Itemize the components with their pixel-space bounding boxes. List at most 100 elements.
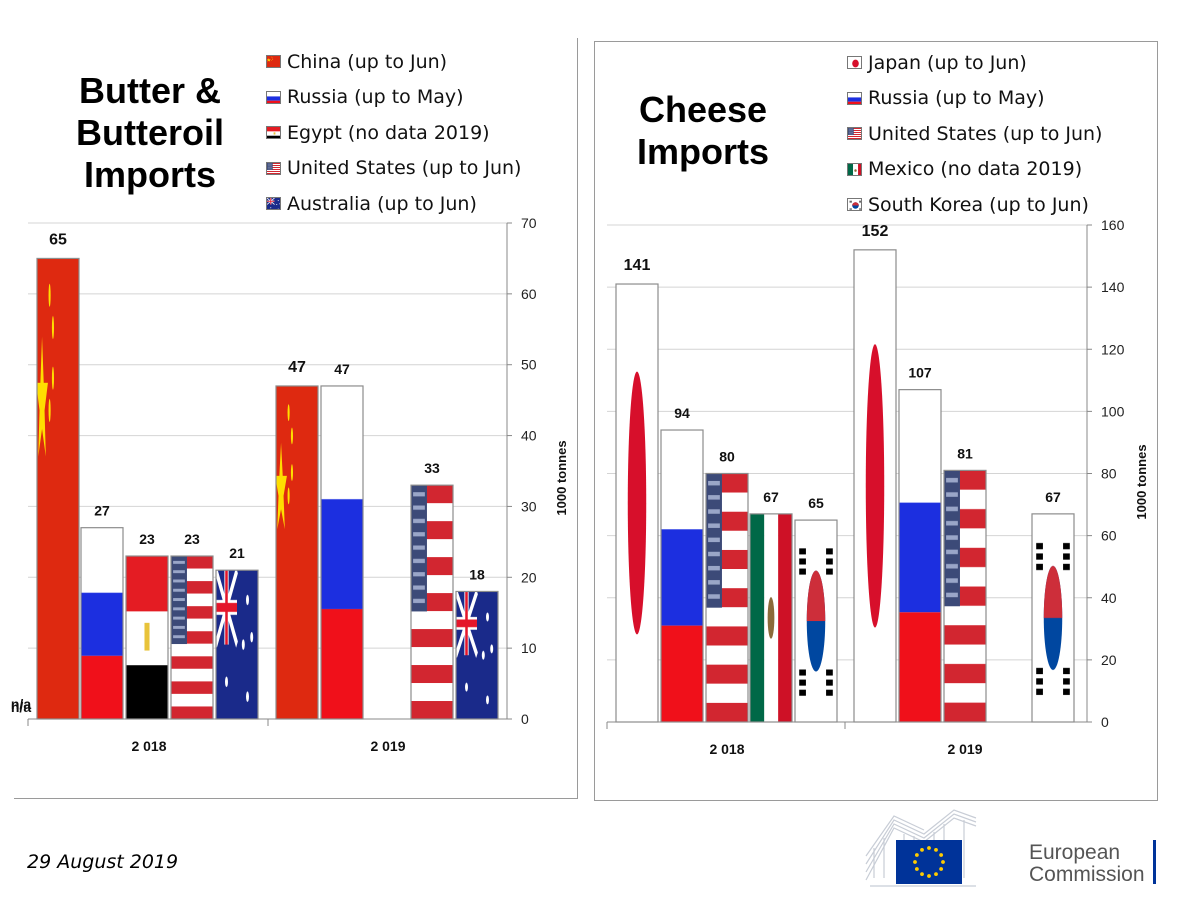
legend-item-usa: United States (up to Jun)	[266, 151, 521, 187]
eu-stars-icon	[913, 846, 945, 878]
footer-date: 29 August 2019	[27, 851, 179, 873]
bar-russia-1	[898, 389, 942, 723]
y-tick-label: 60	[521, 286, 537, 302]
egypt-flag-icon	[266, 126, 281, 140]
bar-value-label: 21	[229, 545, 245, 561]
legend-item-china: China (up to Jun)	[266, 44, 521, 80]
bar-value-label: n/a	[11, 696, 31, 712]
eu-star	[913, 860, 917, 864]
legend-item-japan: Japan (up to Jun)	[847, 45, 1102, 81]
butter-title-line-2: Butteroil	[76, 112, 224, 153]
legend-label: Russia (up to May)	[287, 86, 464, 109]
legend-label: Egypt (no data 2019)	[287, 121, 490, 144]
eu-star	[934, 847, 938, 852]
y-tick-label: 100	[1101, 403, 1125, 419]
bar-value-label: 141	[624, 257, 651, 274]
bar-korea-1	[1031, 513, 1075, 723]
y-tick-label: 80	[1101, 466, 1117, 482]
bar-usa-0	[170, 555, 214, 720]
logo-text-line-2: Commission	[1029, 863, 1145, 886]
butter-chart: 0 10 20 30 40 50 60 70 1000 tonnes 2 018 2 019 65 27…	[11, 215, 569, 754]
y-tick-label: 10	[521, 640, 537, 656]
bar-value-label: 47	[288, 359, 306, 376]
logo-building-lines-icon	[865, 809, 977, 887]
australia-flag-icon	[266, 197, 281, 211]
legend-label: Russia (up to May)	[868, 87, 1045, 110]
legend-item-usa: United States (up to Jun)	[847, 116, 1102, 152]
legend-item-egypt: Egypt (no data 2019)	[266, 115, 521, 151]
legend-item-russia: Russia (up to May)	[847, 81, 1102, 117]
bar-value-label: 65	[49, 231, 67, 248]
y-tick-label: 70	[521, 215, 537, 231]
bar-value-label: 23	[139, 531, 155, 547]
eu-star	[914, 853, 919, 857]
russia-flag-icon	[266, 90, 281, 104]
bar-usa-0	[705, 472, 749, 723]
legend-label: United States (up to Jun)	[868, 122, 1103, 145]
bar-japan-0	[615, 283, 659, 723]
bar-value-label: 81	[957, 445, 973, 461]
bar-value-label: 18	[469, 566, 485, 582]
butter-legend: China (up to Jun) Russia (up to May) Egypt…	[266, 44, 521, 222]
x-category-label: 2 018	[131, 738, 166, 754]
bar-value-label: 94	[674, 405, 690, 421]
logo-accent-bar	[1153, 840, 1156, 884]
x-category-label: 2 019	[370, 738, 405, 754]
butter-title-line-3: Imports	[83, 154, 216, 195]
legend-label: China (up to Jun)	[287, 50, 448, 73]
bar-korea-0	[794, 519, 838, 723]
bar-australia-0	[215, 569, 259, 720]
eu-star	[914, 867, 919, 871]
butter-title-line-1: Butter &	[79, 70, 221, 111]
cheese-chart-title: Cheese Imports	[628, 89, 778, 173]
cheese-title-line-2: Imports	[636, 131, 769, 172]
european-commission-wordmark: European Commission	[1029, 842, 1145, 886]
legend-label: Japan (up to Jun)	[868, 51, 1027, 74]
bar-russia-1	[320, 385, 364, 720]
bar-value-label: 27	[94, 503, 110, 519]
bar-value-label: 33	[424, 460, 440, 476]
eu-star	[927, 846, 931, 850]
bar-usa-1	[410, 484, 454, 720]
bar-egypt-0	[125, 555, 169, 720]
korea-flag-icon	[847, 198, 862, 212]
bar-value-label: 65	[808, 495, 824, 511]
bar-russia-0	[660, 429, 704, 723]
eu-star	[920, 872, 924, 877]
legend-item-korea: South Korea (up to Jun)	[847, 187, 1102, 223]
y-tick-label: 0	[521, 711, 529, 727]
y-axis-label: 1000 tonnes	[1134, 444, 1149, 519]
bar-china-0	[36, 257, 80, 720]
y-tick-label: 20	[1101, 652, 1117, 668]
russia-flag-icon	[847, 91, 862, 105]
legend-label: United States (up to Jun)	[287, 157, 522, 180]
legend-item-mexico: Mexico (no data 2019)	[847, 152, 1102, 188]
eu-star	[941, 860, 945, 864]
japan-flag-icon	[847, 56, 862, 70]
y-tick-label: 20	[521, 569, 537, 585]
y-tick-label: 0	[1101, 714, 1109, 730]
bar-usa-1	[943, 469, 987, 723]
eu-star	[939, 853, 944, 857]
bar-value-label: 80	[719, 449, 735, 465]
x-category-label: 2 019	[947, 741, 982, 757]
bar-value-label: 67	[763, 489, 779, 505]
y-tick-label: 120	[1101, 341, 1125, 357]
legend-item-australia: Australia (up to Jun)	[266, 186, 521, 222]
y-axis-label: 1000 tonnes	[554, 440, 569, 515]
bar-value-label: 152	[862, 223, 889, 240]
butter-chart-title: Butter & Butteroil Imports	[70, 70, 230, 196]
mexico-flag-icon	[847, 162, 862, 176]
eu-star	[927, 874, 931, 878]
usa-flag-icon	[266, 161, 281, 175]
eu-star	[920, 847, 924, 852]
china-flag-icon	[266, 55, 281, 69]
legend-label: Mexico (no data 2019)	[868, 158, 1083, 181]
y-tick-label: 50	[521, 357, 537, 373]
y-tick-label: 30	[521, 498, 537, 514]
eu-star	[939, 867, 944, 871]
bar-value-label: 47	[334, 361, 350, 377]
legend-item-russia: Russia (up to May)	[266, 80, 521, 116]
